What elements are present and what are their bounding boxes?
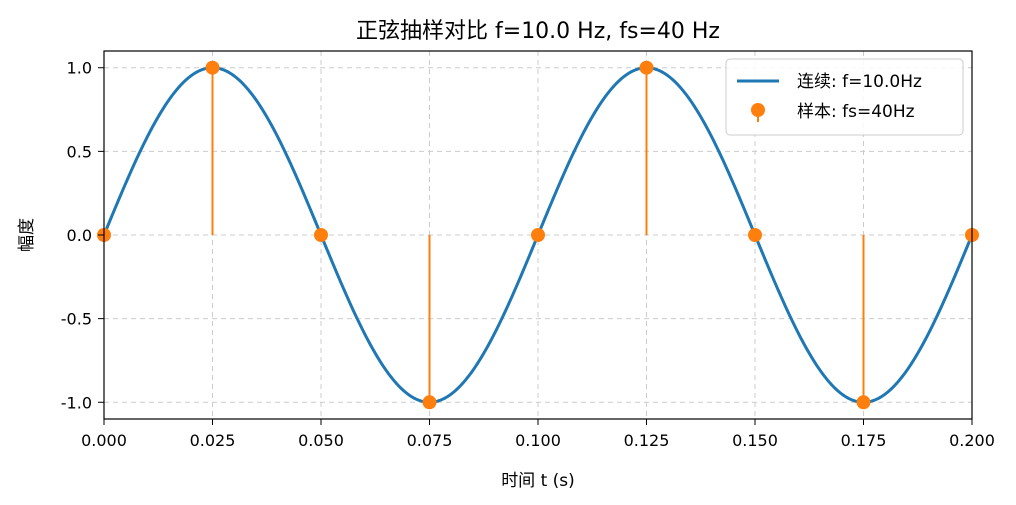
x-tick-label: 0.100: [515, 431, 561, 450]
sample-point: [856, 395, 871, 410]
legend: 连续: f=10.0Hz 样本: fs=40Hz: [725, 58, 964, 136]
sample-point: [748, 228, 762, 242]
legend-marker-swatch: [751, 103, 765, 117]
y-tick-label: 0.5: [67, 142, 92, 161]
legend-stem-label: 样本: fs=40Hz: [797, 102, 915, 122]
x-axis-label: 时间 t (s): [501, 471, 575, 491]
legend-line-label: 连续: f=10.0Hz: [797, 72, 922, 92]
sample-markers: [97, 60, 979, 410]
sample-point: [639, 60, 654, 75]
x-tick-label: 0.175: [841, 431, 887, 450]
sample-stems: [211, 67, 865, 403]
x-tick-label: 0.125: [624, 431, 670, 450]
chart-title: 正弦抽样对比 f=10.0 Hz, fs=40 Hz: [356, 19, 720, 44]
y-axis-ticks: 1.0 0.5 0.0 -0.5 -1.0: [61, 59, 104, 412]
sample-point: [314, 228, 328, 242]
y-axis-label: 幅度: [17, 218, 37, 252]
x-tick-label: 0.075: [407, 431, 453, 450]
legend-box: [725, 58, 964, 136]
x-tick-label: 0.000: [81, 431, 127, 450]
sample-point: [422, 395, 437, 410]
x-tick-label: 0.200: [949, 431, 995, 450]
sample-point: [531, 228, 545, 242]
x-tick-label: 0.050: [298, 431, 344, 450]
x-tick-label: 0.150: [732, 431, 778, 450]
x-tick-label: 0.025: [190, 431, 236, 450]
y-tick-label: 1.0: [67, 59, 92, 78]
y-tick-label: 0.0: [67, 226, 92, 245]
sample-point: [205, 60, 220, 75]
x-axis-ticks: 0.000 0.025 0.050 0.075 0.100 0.125 0.150 0.175…: [81, 419, 995, 450]
y-tick-label: -0.5: [61, 310, 92, 329]
y-tick-label: -1.0: [61, 393, 92, 412]
